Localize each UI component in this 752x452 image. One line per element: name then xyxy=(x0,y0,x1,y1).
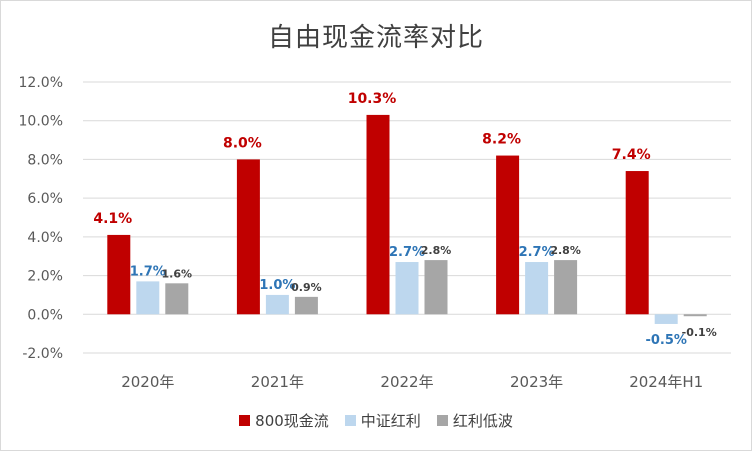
data-label: 8.0% xyxy=(223,135,262,151)
legend-item-csi-dividend: 中证红利 xyxy=(344,409,421,431)
y-tick-label: 8.0% xyxy=(27,152,63,168)
legend-swatch-800 xyxy=(239,414,251,426)
data-label: -0.5% xyxy=(645,333,686,348)
data-label: 8.2% xyxy=(482,132,521,148)
legend-item-800: 800现金流 xyxy=(239,409,329,431)
bar-dividend-lowvol xyxy=(165,283,189,315)
data-label: 2.8% xyxy=(421,244,452,257)
bar-csi-dividend xyxy=(265,294,289,315)
bar-csi-dividend xyxy=(136,281,160,315)
legend-label-800: 800现金流 xyxy=(255,411,329,430)
y-tick-label: 10.0% xyxy=(19,114,63,130)
data-label: 2.8% xyxy=(550,244,581,257)
chart-title: 自由现金流率对比 xyxy=(267,23,484,53)
y-tick-label: -2.0% xyxy=(22,346,63,362)
bar-800 xyxy=(107,234,131,315)
bar-dividend-lowvol xyxy=(294,296,318,315)
bar-800 xyxy=(366,114,390,315)
y-tick-label: 6.0% xyxy=(27,191,63,207)
data-label: 1.7% xyxy=(130,264,166,279)
y-tick-label: 12.0% xyxy=(19,75,63,91)
x-tick-label: 2022年 xyxy=(380,373,433,391)
bar-800 xyxy=(236,159,260,315)
data-label: -0.1% xyxy=(682,326,717,339)
data-label: 10.3% xyxy=(348,91,397,107)
data-label: 2.7% xyxy=(519,245,555,260)
bar-csi-dividend xyxy=(654,314,678,324)
data-label: 4.1% xyxy=(93,211,132,227)
data-label: 1.6% xyxy=(162,267,193,280)
legend-item-dividend-lowvol: 红利低波 xyxy=(436,409,513,431)
legend-label-dividend-lowvol: 红利低波 xyxy=(452,411,513,430)
data-label: 2.7% xyxy=(389,245,425,260)
y-tick-label: 2.0% xyxy=(27,269,63,285)
bar-dividend-lowvol xyxy=(683,314,707,317)
y-tick-label: 0.0% xyxy=(27,307,63,323)
x-tick-label: 2020年 xyxy=(121,373,174,391)
bar-csi-dividend xyxy=(395,262,419,315)
bar-dividend-lowvol xyxy=(424,260,448,315)
x-tick-label: 2024年H1 xyxy=(629,373,703,391)
data-label: 1.0% xyxy=(259,278,295,293)
bar-csi-dividend xyxy=(525,262,549,315)
x-tick-label: 2023年 xyxy=(510,373,563,391)
bar-800 xyxy=(496,155,520,315)
legend-label-csi-dividend: 中证红利 xyxy=(360,411,421,430)
bar-800 xyxy=(625,171,649,315)
data-label: 7.4% xyxy=(612,147,651,163)
chart-legend: 800现金流 中证红利 红利低波 xyxy=(1,409,751,431)
bar-dividend-lowvol xyxy=(554,260,578,315)
data-label: 0.9% xyxy=(291,281,322,294)
x-tick-label: 2021年 xyxy=(251,373,304,391)
legend-swatch-csi-dividend xyxy=(344,414,356,426)
legend-swatch-dividend-lowvol xyxy=(436,414,448,426)
y-tick-label: 4.0% xyxy=(27,230,63,246)
